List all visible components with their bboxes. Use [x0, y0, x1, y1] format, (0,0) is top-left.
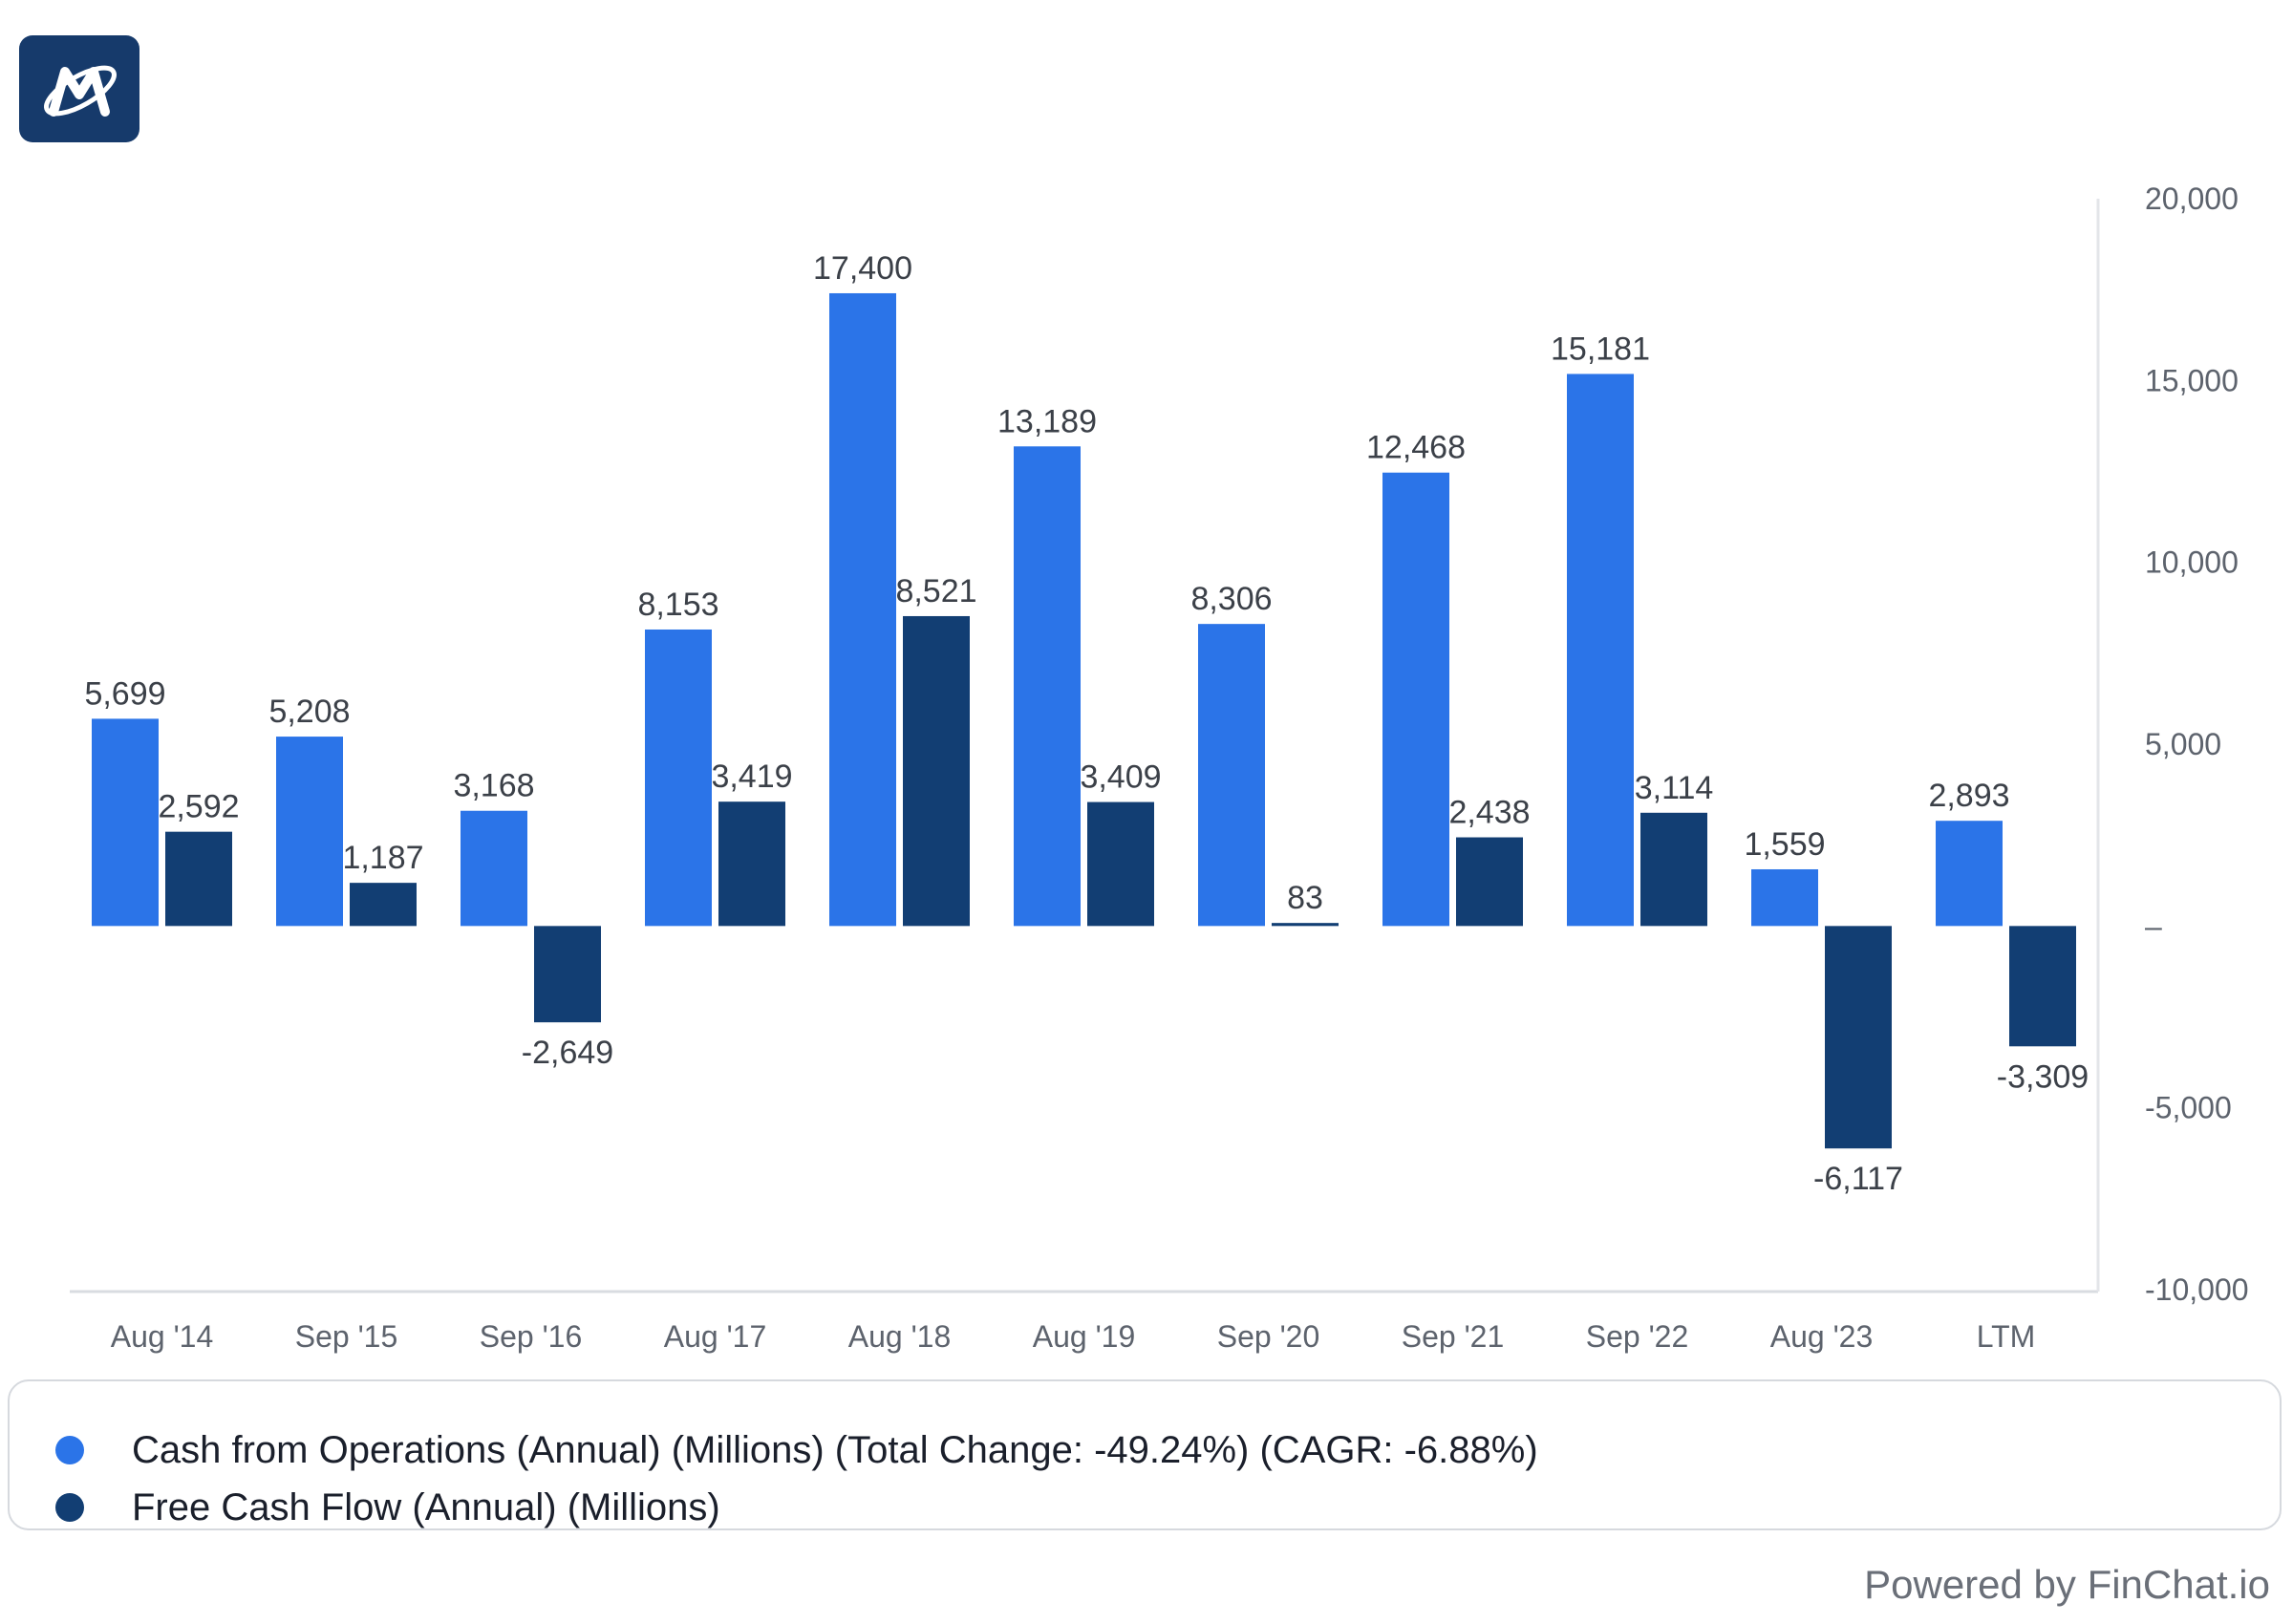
- bar-free-cash-flow: [2009, 926, 2076, 1047]
- x-tick-label: Sep '20: [1217, 1319, 1320, 1354]
- data-label: 15,181: [1551, 331, 1650, 367]
- data-label: 83: [1287, 880, 1323, 916]
- data-label: 17,400: [813, 250, 912, 287]
- y-tick-label: 15,000: [2145, 363, 2239, 397]
- data-label: 5,699: [84, 675, 165, 712]
- legend-label: Cash from Operations (Annual) (Millions)…: [132, 1428, 1538, 1471]
- data-label: 1,559: [1744, 826, 1825, 863]
- data-label: 3,409: [1080, 759, 1161, 796]
- data-label: 8,521: [895, 573, 976, 609]
- y-tick-label: -10,000: [2145, 1272, 2249, 1307]
- data-label: 2,438: [1448, 795, 1530, 831]
- data-label: 2,893: [1928, 778, 2009, 814]
- company-logo: [19, 35, 139, 142]
- bar-cash-from-operations: [1198, 624, 1265, 927]
- bar-free-cash-flow: [903, 615, 970, 927]
- bar-chart: 20,000 15,000 10,000 5,000 – -5,000 -10,000 5,6…: [70, 182, 2249, 1354]
- bar-free-cash-flow: [1456, 837, 1523, 927]
- x-tick-label: Aug '23: [1770, 1319, 1874, 1354]
- bar-free-cash-flow: [1825, 926, 1892, 1149]
- x-tick-label: Sep '21: [1402, 1319, 1505, 1354]
- x-tick-label: LTM: [1977, 1319, 2036, 1354]
- x-tick-label: Sep '16: [480, 1319, 583, 1354]
- y-tick-label: 5,000: [2145, 727, 2221, 761]
- bar-cash-from-operations: [645, 629, 712, 927]
- bar-free-cash-flow: [1640, 812, 1707, 927]
- legend-label: Free Cash Flow (Annual) (Millions): [132, 1485, 720, 1528]
- bar-free-cash-flow: [1272, 923, 1339, 927]
- data-label: 3,168: [453, 768, 534, 804]
- bar-cash-from-operations: [1567, 374, 1634, 927]
- legend-swatch: [55, 1436, 84, 1464]
- x-tick-label: Sep '22: [1586, 1319, 1689, 1354]
- powered-by-footer[interactable]: Powered by FinChat.io: [1864, 1562, 2270, 1607]
- x-tick-label: Aug '14: [111, 1319, 214, 1354]
- data-label: 3,114: [1635, 770, 1714, 806]
- data-label: 8,153: [637, 587, 718, 623]
- bar-cash-from-operations: [461, 810, 527, 927]
- bar-cash-from-operations: [1382, 472, 1449, 927]
- data-label: 8,306: [1190, 581, 1272, 617]
- bar-free-cash-flow: [534, 926, 601, 1023]
- data-label: 2,592: [158, 789, 239, 825]
- data-label: -3,309: [1997, 1058, 2089, 1095]
- bar-cash-from-operations: [92, 718, 159, 927]
- legend-swatch: [55, 1493, 84, 1522]
- data-label: 3,419: [711, 759, 792, 795]
- bar-cash-from-operations: [1751, 868, 1818, 927]
- data-label: -2,649: [522, 1035, 613, 1071]
- y-tick-label: –: [2145, 908, 2162, 943]
- data-label: 12,468: [1366, 430, 1466, 466]
- chart-legend: Cash from Operations (Annual) (Millions)…: [8, 1379, 2282, 1530]
- bar-free-cash-flow: [165, 831, 232, 927]
- data-label: 13,189: [997, 403, 1097, 439]
- bar-cash-from-operations: [276, 737, 343, 927]
- bar-cash-from-operations: [1936, 821, 2003, 927]
- logo-mark-icon: [19, 35, 139, 142]
- data-label: 1,187: [342, 840, 423, 876]
- data-label: -6,117: [1813, 1161, 1903, 1197]
- y-tick-label: 10,000: [2145, 545, 2239, 580]
- y-tick-label: 20,000: [2145, 182, 2239, 216]
- y-tick-label: -5,000: [2145, 1091, 2232, 1125]
- bar-cash-from-operations: [1014, 446, 1081, 927]
- bar-cash-from-operations: [829, 292, 896, 927]
- legend-item-free-cash-flow[interactable]: Free Cash Flow (Annual) (Millions): [55, 1485, 720, 1530]
- legend-item-cash-from-operations[interactable]: Cash from Operations (Annual) (Millions)…: [55, 1427, 1538, 1473]
- x-tick-label: Sep '15: [295, 1319, 398, 1354]
- bar-free-cash-flow: [718, 801, 785, 927]
- x-tick-label: Aug '17: [664, 1319, 767, 1354]
- x-tick-label: Aug '19: [1033, 1319, 1136, 1354]
- bar-free-cash-flow: [350, 883, 417, 927]
- bar-free-cash-flow: [1087, 801, 1154, 927]
- x-tick-label: Aug '18: [848, 1319, 952, 1354]
- data-label: 5,208: [268, 694, 350, 730]
